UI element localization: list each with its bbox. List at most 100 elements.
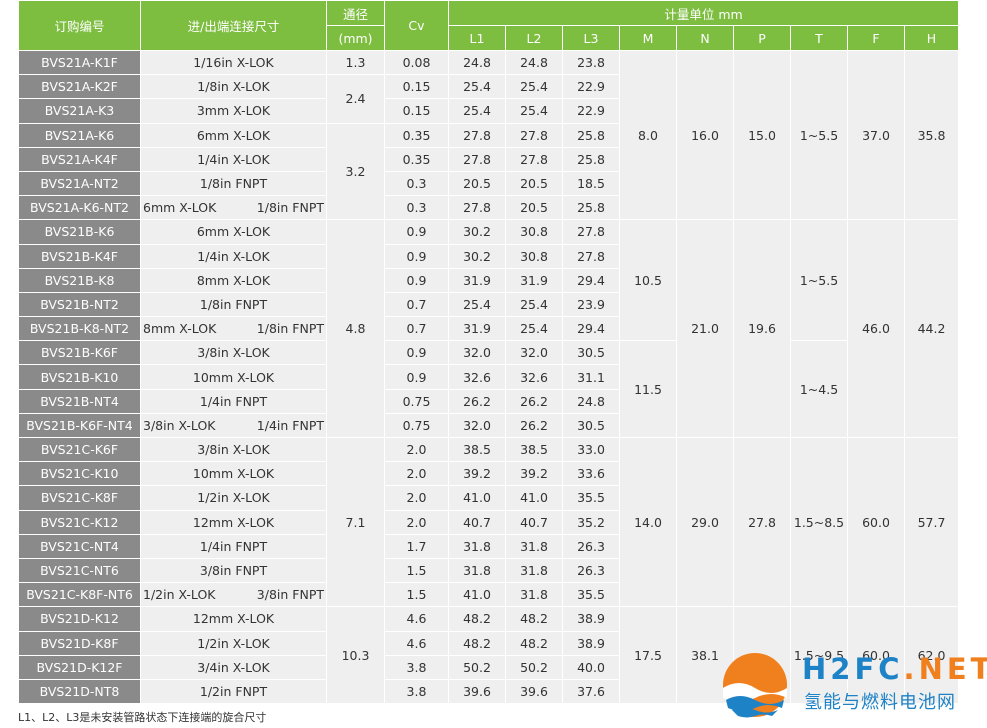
header-p: P xyxy=(733,25,791,51)
cv-cell: 0.75 xyxy=(384,388,449,414)
l3-cell: 31.1 xyxy=(562,364,620,390)
conn-size-cell: 3/4in X-LOK xyxy=(140,654,327,680)
conn-size-cell: 6mm X-LOK xyxy=(140,122,327,148)
conn-size-cell: 1/4in X-LOK xyxy=(140,146,327,172)
l3-cell: 22.9 xyxy=(562,74,620,100)
l2-cell: 20.5 xyxy=(505,170,563,197)
l1-cell: 26.2 xyxy=(448,388,506,414)
order-code-cell: BVS21B-K8-NT2 xyxy=(18,316,141,342)
spec-table: 订购编号 进/出端连接尺寸 通径 Cv 计量单位 mm (mm) L1 L2 L… xyxy=(18,0,960,705)
table-row: BVS21A-K6 6mm X-LOK 3.2 0.35 27.8 27.8 25.8 xyxy=(18,122,959,221)
l1-cell: 30.2 xyxy=(448,243,506,269)
table-row: BVS21A-K6-NT2 6mm X-LOK 1/8in FNPT 0.3 27.8 2… xyxy=(18,195,959,221)
watermark-name: H2FC.NET xyxy=(802,652,987,686)
l3-cell: 26.3 xyxy=(562,557,620,584)
cv-cell: 3.8 xyxy=(384,678,449,705)
l1-cell: 40.7 xyxy=(448,509,506,535)
conn-size-cell: 3/8in X-LOK 1/4in FNPT xyxy=(140,412,327,439)
cv-cell: 0.08 xyxy=(384,49,449,76)
cv-cell: 0.9 xyxy=(384,219,449,245)
l3-cell: 37.6 xyxy=(562,678,620,705)
table-row: BVS21A-K2F 1/8in X-LOK 2.4 0.15 25.4 25.4 22.9 xyxy=(18,74,959,124)
l3-cell: 22.9 xyxy=(562,98,620,124)
order-code-cell: BVS21B-NT4 xyxy=(18,388,141,414)
cv-cell: 0.9 xyxy=(384,267,449,293)
order-code-cell: BVS21A-K2F xyxy=(18,74,141,100)
l2-cell: 31.8 xyxy=(505,557,563,584)
conn-size-cell: 10mm X-LOK xyxy=(140,364,327,390)
t-cell: 1.5~8.5 xyxy=(790,436,848,608)
order-code-cell: BVS21D-K12F xyxy=(18,654,141,680)
header-bore-unit: (mm) xyxy=(326,25,385,51)
p-cell: 27.8 xyxy=(733,436,791,608)
l3-cell: 40.0 xyxy=(562,654,620,680)
l2-cell: 38.5 xyxy=(505,436,563,463)
cv-cell: 1.5 xyxy=(384,557,449,584)
conn-size-cell: 1/4in X-LOK xyxy=(140,243,327,269)
cv-cell: 0.7 xyxy=(384,316,449,342)
l2-cell: 24.8 xyxy=(505,49,563,76)
l1-cell: 38.5 xyxy=(448,436,506,463)
conn-size-cell: 1/8in FNPT xyxy=(140,291,327,318)
l3-cell: 29.4 xyxy=(562,267,620,293)
l1-cell: 25.4 xyxy=(448,74,506,100)
m-cell: 11.5 xyxy=(619,340,677,438)
l3-cell: 27.8 xyxy=(562,243,620,269)
table-row: BVS21D-K12 12mm X-LOK 10.3 4.6 48.2 48.2 38.9 1… xyxy=(18,606,960,705)
l3-cell: 38.9 xyxy=(562,630,620,656)
l2-cell: 31.8 xyxy=(505,533,563,559)
l2-cell: 30.8 xyxy=(505,243,563,269)
l2-cell: 25.4 xyxy=(505,316,563,342)
f-cell: 37.0 xyxy=(847,49,905,221)
l1-cell: 32.0 xyxy=(448,412,506,439)
watermark-name-a: H2FC xyxy=(802,652,904,686)
table-row: BVS21B-NT2 1/8in FNPT 0.7 25.4 25.4 23.9 xyxy=(18,291,959,318)
order-code-cell: BVS21B-K6 xyxy=(18,219,141,245)
l2-cell: 48.2 xyxy=(505,606,563,632)
f-cell: 46.0 xyxy=(847,219,905,438)
l2-cell: 40.7 xyxy=(505,509,563,535)
table-row: BVS21C-NT6 3/8in FNPT 1.5 31.8 31.8 26.3 xyxy=(18,557,959,584)
l1-cell: 20.5 xyxy=(448,170,506,197)
n-cell: 21.0 xyxy=(676,219,734,438)
spec-table-body: BVS21A-K1F 1/16in X-LOK 1.3 0.08 24.8 24.8 23.… xyxy=(18,49,960,705)
order-code-cell: BVS21C-K6F xyxy=(18,436,141,463)
l2-cell: 31.9 xyxy=(505,267,563,293)
l2-cell: 27.8 xyxy=(505,146,563,172)
conn-size-cell: 6mm X-LOK 1/8in FNPT xyxy=(140,195,327,221)
watermark-logo: H2FC.NET 氢能与燃料电池网 xyxy=(712,650,987,720)
conn-outlet: 3/8in FNPT xyxy=(256,587,324,603)
cv-cell: 4.6 xyxy=(384,606,449,632)
l2-cell: 48.2 xyxy=(505,630,563,656)
bore-cell: 2.4 xyxy=(326,74,385,124)
l1-cell: 39.6 xyxy=(448,678,506,705)
order-code-cell: BVS21B-K6F-NT4 xyxy=(18,412,141,439)
conn-size-cell: 3/8in X-LOK xyxy=(140,340,327,366)
order-code-cell: BVS21B-K8 xyxy=(18,267,141,293)
conn-size-cell: 3mm X-LOK xyxy=(140,98,327,124)
table-row: BVS21D-NT8 1/2in FNPT 3.8 39.6 39.6 37.6 xyxy=(18,678,959,705)
l2-cell: 32.6 xyxy=(505,364,563,390)
conn-size-cell: 1/2in X-LOK xyxy=(140,630,327,656)
l1-cell: 27.8 xyxy=(448,146,506,172)
l3-cell: 18.5 xyxy=(562,170,620,197)
conn-size-cell: 1/2in X-LOK 3/8in FNPT xyxy=(140,582,327,608)
l3-cell: 38.9 xyxy=(562,606,620,632)
table-row: BVS21A-NT2 1/8in FNPT 0.3 20.5 20.5 18.5 xyxy=(18,170,959,197)
order-code-cell: BVS21B-K6F xyxy=(18,340,141,366)
watermark-cn: 氢能与燃料电池网 xyxy=(804,692,956,713)
header-bore: 通径 xyxy=(326,0,385,26)
header-n: N xyxy=(676,25,734,51)
table-row: BVS21B-K6 6mm X-LOK 4.8 0.9 30.2 30.8 27.8 10.5… xyxy=(18,219,960,438)
cv-cell: 2.0 xyxy=(384,461,449,487)
bore-cell: 1.3 xyxy=(326,49,385,76)
table-row: BVS21C-NT4 1/4in FNPT 1.7 31.8 31.8 26.3 xyxy=(18,533,959,559)
order-code-cell: BVS21D-K12 xyxy=(18,606,141,632)
l3-cell: 23.9 xyxy=(562,291,620,318)
conn-inlet: 8mm X-LOK xyxy=(143,321,217,337)
l2-cell: 50.2 xyxy=(505,654,563,680)
l1-cell: 27.8 xyxy=(448,195,506,221)
cv-cell: 0.9 xyxy=(384,243,449,269)
l3-cell: 26.3 xyxy=(562,533,620,559)
l3-cell: 35.5 xyxy=(562,582,620,608)
